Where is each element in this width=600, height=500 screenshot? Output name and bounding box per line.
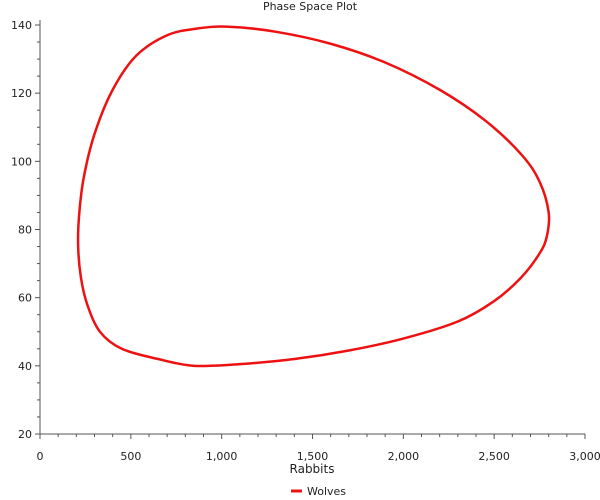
legend-label: Wolves [307,485,346,498]
plot-area [76,25,551,368]
y-tick-label: 60 [18,292,32,305]
y-tick-label: 100 [11,155,32,168]
y-tick-label: 140 [11,19,32,32]
y-tick-label: 120 [11,87,32,100]
series-line-wolves [76,25,551,368]
x-tick-label: 1,500 [297,450,329,463]
x-axis-title: Rabbits [290,462,335,476]
legend: Wolves [291,485,346,498]
x-tick-label: 2,500 [478,450,510,463]
y-tick-label: 40 [18,360,32,373]
x-axis-ticks: 0 500 1,000 1,500 2,000 2,500 3,000 [37,434,600,463]
y-axis-ticks: 20 40 60 80 100 120 140 [11,19,40,441]
chart-title: Phase Space Plot [263,0,358,13]
x-tick-label: 500 [120,450,141,463]
x-tick-label: 1,000 [206,450,238,463]
y-tick-label: 20 [18,428,32,441]
x-tick-label: 0 [37,450,44,463]
y-tick-label: 80 [18,224,32,237]
x-tick-label: 3,000 [569,450,600,463]
x-tick-label: 2,000 [388,450,420,463]
